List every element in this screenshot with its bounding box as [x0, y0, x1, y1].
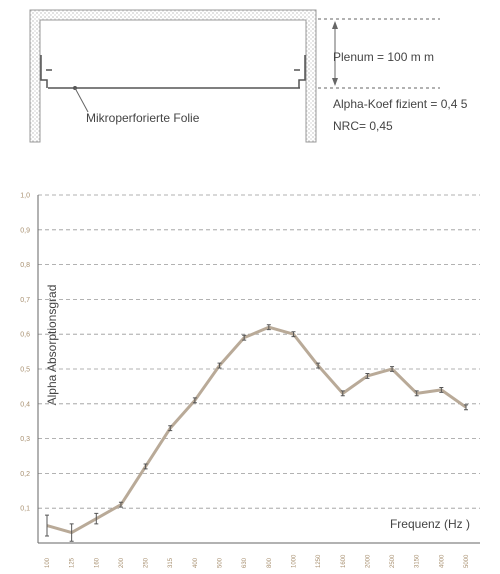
- x-tick-label: 1250: [316, 554, 322, 568]
- error-bar: [291, 331, 296, 338]
- y-tick-label: 0,3: [20, 436, 30, 443]
- error-bar: [118, 501, 123, 508]
- error-bar: [439, 386, 444, 393]
- y-tick-label: 0,7: [20, 297, 30, 304]
- error-bar: [242, 334, 247, 341]
- profile: [40, 55, 306, 88]
- error-bar: [316, 362, 321, 369]
- error-bar: [414, 390, 419, 397]
- nrc-label: NRC= 0,45: [333, 119, 393, 133]
- ceiling-structure: [29, 9, 317, 143]
- y-tick-label: 0,4: [20, 401, 30, 408]
- error-bar: [192, 397, 197, 404]
- error-bar: [143, 463, 148, 470]
- diagram: Plenum = 100 m m Alpha-Koef fizient = 0,…: [29, 9, 468, 143]
- error-bar: [217, 362, 222, 369]
- y-tick-label: 0,2: [20, 471, 30, 478]
- membrane-label: Mikroperforierte Folie: [86, 111, 200, 125]
- y-tick-label: 0,6: [20, 332, 30, 339]
- error-bar: [390, 366, 395, 372]
- y-tick-label: 0,5: [20, 367, 30, 374]
- error-bar: [365, 373, 370, 379]
- x-tick-label: 400: [193, 557, 199, 568]
- alpha-label: Alpha-Koef fizient = 0,4 5: [333, 97, 468, 111]
- x-axis-title: Frequenz (Hz ): [390, 517, 470, 531]
- x-tick-label: 2500: [390, 554, 396, 568]
- x-tick-label: 1600: [341, 554, 347, 568]
- x-tick-label: 4000: [439, 554, 445, 568]
- x-tick-label: 100: [45, 557, 51, 568]
- error-bar: [94, 512, 99, 525]
- plenum-label: Plenum = 100 m m: [333, 50, 434, 64]
- y-tick-label: 1,0: [20, 193, 30, 200]
- y-tick-label: 0,8: [20, 262, 30, 269]
- x-tick-label: 630: [242, 557, 248, 568]
- x-tick-label: 315: [168, 557, 174, 568]
- y-axis-title: Alpha Absorptionsgrad: [45, 285, 59, 406]
- arrow-heads: [332, 21, 338, 86]
- error-bar: [266, 324, 271, 331]
- error-bar: [464, 404, 468, 411]
- x-tick-label: 500: [218, 557, 224, 568]
- pointer: [74, 87, 89, 113]
- x-tick-label: 250: [144, 557, 150, 568]
- x-tick-label: 3150: [415, 554, 421, 568]
- x-tick-label: 5000: [464, 554, 470, 568]
- x-tick-label: 800: [267, 557, 273, 568]
- error-bar: [45, 514, 49, 537]
- chart: Alpha Absorptionsgrad Frequenz (Hz ) 0,1…: [20, 193, 480, 568]
- y-tick-label: 0,9: [20, 227, 30, 234]
- x-tick-label: 1000: [291, 554, 297, 568]
- error-bar: [168, 425, 173, 432]
- error-bar: [69, 523, 74, 542]
- y-tick-label: 0,1: [20, 506, 30, 513]
- x-tick-label: 200: [119, 557, 125, 568]
- data-line: [46, 325, 467, 535]
- x-tick-label: 160: [94, 557, 100, 568]
- x-tick-label: 2000: [365, 554, 371, 568]
- error-bar: [340, 390, 345, 397]
- x-tick-label: 125: [70, 557, 76, 568]
